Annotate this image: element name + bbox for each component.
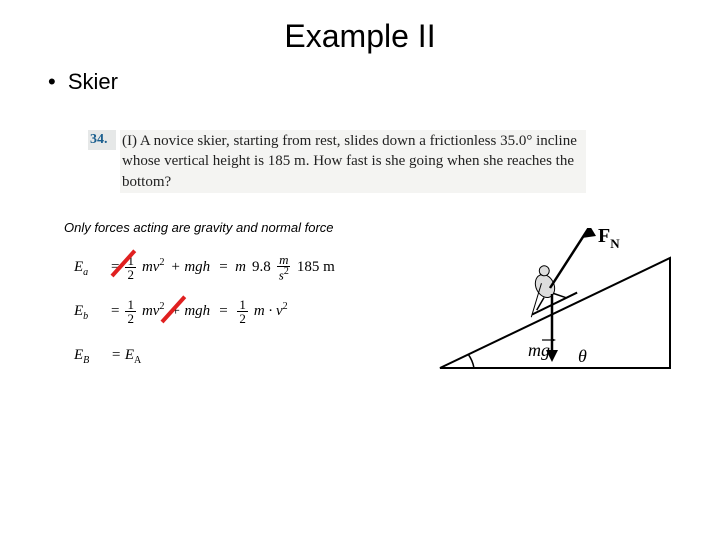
theta-label: θ	[578, 346, 587, 366]
g-val: 9.8	[252, 251, 271, 284]
den-2a: 2	[125, 312, 136, 325]
equation-eba: EB = EA	[74, 338, 338, 372]
problem-block: 34. (I) A novice skier, starting from re…	[96, 130, 586, 193]
sq-2: 2	[159, 301, 164, 312]
num-2a: 1	[125, 298, 136, 312]
angle-arc	[468, 354, 474, 368]
mgh-1: + mgh	[170, 251, 210, 284]
bullet-skier: Skier	[48, 69, 720, 95]
frac-ms2: m s2	[277, 253, 291, 281]
skier-figure	[513, 258, 578, 318]
sq-3: 2	[283, 301, 288, 312]
h-val: 185 m	[297, 251, 335, 284]
normal-force-arrow	[550, 228, 596, 288]
efin-e: E	[74, 347, 83, 363]
fn-label: FN	[598, 228, 620, 251]
efin-eq: = E	[111, 347, 134, 363]
ea-e: E	[74, 259, 83, 275]
mv2-1: mv	[142, 259, 160, 275]
den-1a: 2	[125, 268, 136, 281]
mgh-2: + mgh	[170, 295, 210, 328]
equation-ea: Ea = 1 2 mv2 + mgh = m 9.8 m s2 185 m	[74, 250, 338, 284]
num-3a: 1	[237, 298, 248, 312]
problem-text: (I) A novice skier, starting from rest, …	[120, 130, 586, 193]
s-sq: 2	[284, 266, 289, 277]
eb-e: E	[74, 303, 83, 319]
forces-note: Only forces acting are gravity and norma…	[64, 220, 334, 235]
den-3a: 2	[237, 312, 248, 325]
sq-1: 2	[159, 257, 164, 268]
frac-half-2: 1 2	[125, 298, 136, 325]
page-title: Example II	[0, 18, 720, 55]
ea-sub: a	[83, 267, 88, 278]
mv2-2: mv	[142, 303, 160, 319]
mg-vector-head	[551, 338, 556, 342]
efin-b: B	[83, 355, 89, 366]
eq-sign-2: =	[111, 295, 119, 328]
mg-label: mg	[528, 340, 550, 360]
problem-number: 34.	[88, 130, 116, 150]
frac-half-3: 1 2	[237, 298, 248, 325]
skier-diagram: FN mg θ	[430, 228, 690, 398]
m-unit: m	[279, 252, 288, 267]
equation-eb: Eb = 1 2 mv2 + mgh = 1 2 m · v2	[74, 294, 338, 328]
diagram-svg: FN mg θ	[430, 228, 690, 398]
mdotv2: m · v	[254, 303, 283, 319]
efin-a: A	[134, 355, 141, 366]
eb-sub: b	[83, 311, 88, 322]
